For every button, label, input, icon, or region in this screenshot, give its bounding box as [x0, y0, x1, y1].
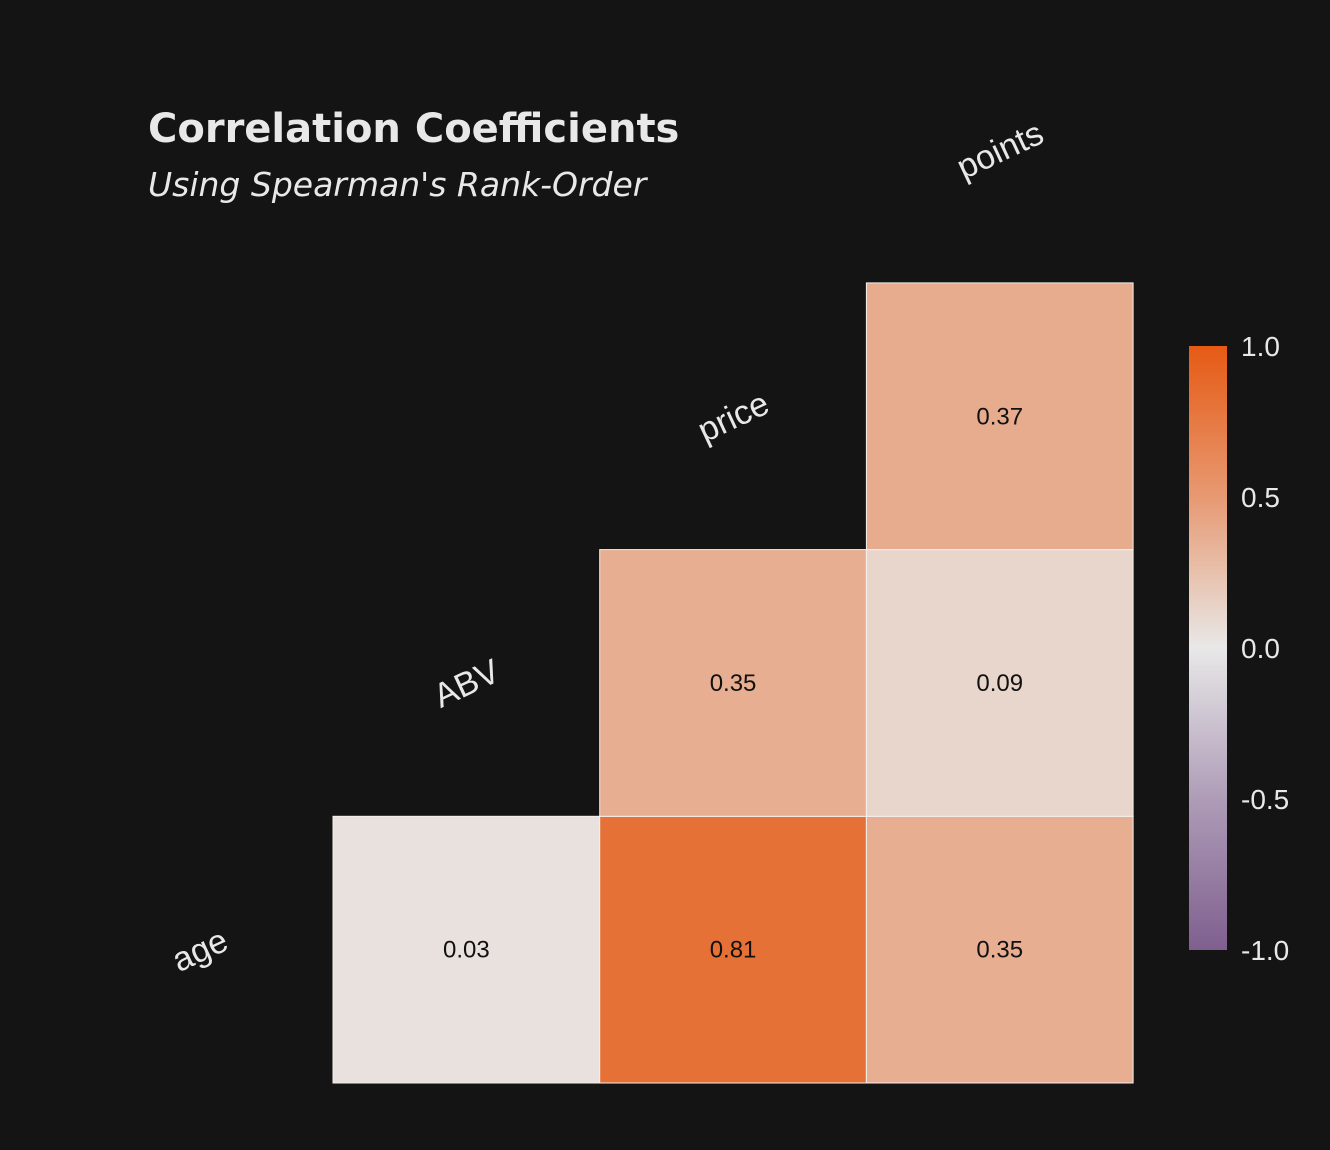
cell-value-label: 0.37 — [976, 403, 1023, 430]
chart-title: Correlation Coefficients — [148, 106, 679, 152]
cell-value-label: 0.35 — [710, 670, 757, 697]
chart-subtitle: Using Spearman's Rank-Order — [148, 165, 649, 204]
variable-label-points: points — [951, 114, 1049, 187]
heatmap-cell-points-abv — [865, 549, 1134, 817]
colorbar: 1.0 0.5 0.0 -0.5 -1.0 — [1189, 331, 1289, 966]
cell-value-label: 0.09 — [976, 670, 1023, 697]
variable-label-abv: ABV — [428, 652, 506, 715]
heatmap-cell-abv-age — [332, 815, 601, 1084]
colorbar-tick-label: 0.0 — [1241, 633, 1280, 664]
colorbar-tick-label: -0.5 — [1241, 784, 1289, 815]
colorbar-tick-label: 0.5 — [1241, 482, 1280, 513]
cell-value-label: 0.81 — [710, 937, 757, 964]
heatmap-cells: 0.03 0.81 0.35 0.35 0.09 0.37 — [332, 282, 1134, 1084]
cell-value-label: 0.35 — [976, 937, 1023, 964]
variable-label-age: age — [166, 921, 233, 979]
colorbar-tick-label: 1.0 — [1241, 331, 1280, 362]
heatmap-cell-points-price — [865, 282, 1134, 551]
cell-value-label: 0.03 — [443, 937, 490, 964]
colorbar-gradient — [1189, 346, 1227, 950]
heatmap-cell-points-age — [865, 815, 1134, 1084]
heatmap-cell-price-abv — [599, 549, 867, 817]
variable-label-price: price — [692, 384, 775, 450]
colorbar-tick-label: -1.0 — [1241, 935, 1289, 966]
